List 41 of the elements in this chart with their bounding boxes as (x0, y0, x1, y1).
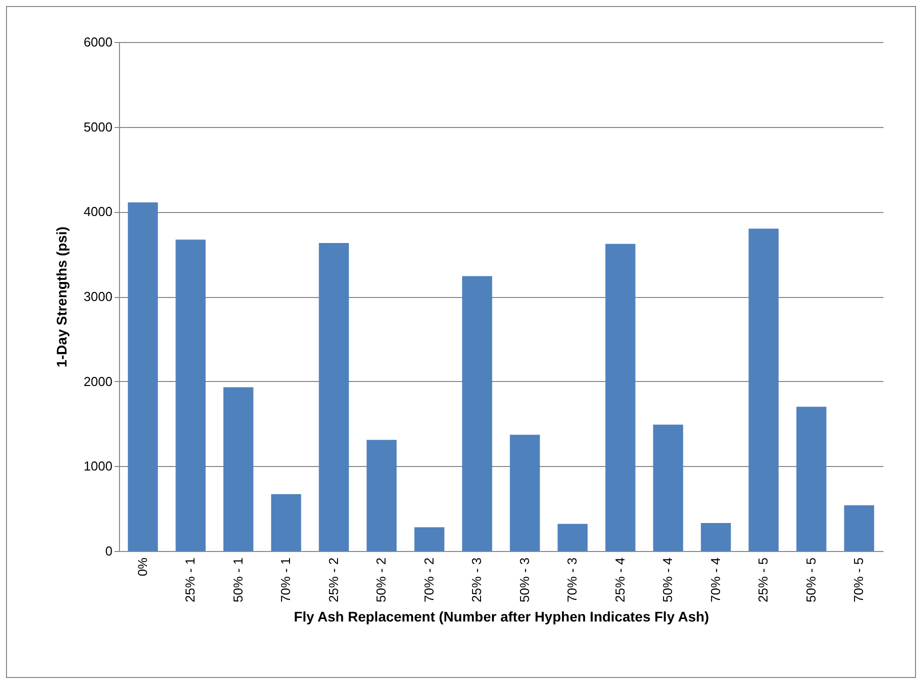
bar (510, 434, 540, 551)
y-tick-label: 3000 (84, 289, 112, 304)
x-tick-label: 0% (134, 557, 150, 576)
bar (462, 276, 492, 551)
x-tick-label: 50% - 2 (374, 558, 389, 602)
x-tick-label: 50% - 4 (660, 558, 676, 602)
bar (796, 406, 826, 551)
bar (414, 527, 444, 551)
x-tick-label: 25% - 4 (612, 558, 628, 602)
x-tick-label: 50% - 5 (803, 558, 818, 602)
bar (700, 523, 731, 551)
y-tick-label: 4000 (84, 204, 112, 220)
y-axis-title: 1-Day Strengths (psi) (54, 226, 70, 368)
bar (318, 243, 349, 551)
x-tick-label: 70% - 5 (851, 558, 866, 602)
y-tick-label: 6000 (84, 34, 112, 50)
x-tick-label: 25% - 2 (326, 558, 341, 602)
bar (128, 202, 158, 551)
bar (558, 524, 588, 551)
x-tick-label: 25% - 1 (182, 558, 198, 602)
bar (844, 505, 874, 551)
y-tick-label: 5000 (84, 119, 112, 134)
x-tick-label: 70% - 4 (708, 558, 723, 602)
bar (223, 387, 254, 551)
x-tick-label: 50% - 1 (230, 558, 246, 602)
bar (271, 494, 302, 551)
x-tick-label: 70% - 2 (421, 558, 436, 602)
x-tick-label: 70% - 3 (564, 558, 580, 602)
bar (653, 424, 684, 551)
x-tick-label: 25% - 3 (469, 558, 484, 602)
x-axis-title: Fly Ash Replacement (Number after Hyphen Indicates Fly Ash) (294, 608, 710, 624)
bar (366, 440, 397, 551)
x-tick-label: 50% - 3 (516, 558, 532, 602)
y-tick-label: 0 (105, 544, 112, 558)
x-tick-label: 25% - 5 (756, 558, 771, 602)
bar (176, 240, 206, 551)
bar (605, 244, 636, 551)
y-tick-label: 1000 (84, 458, 112, 474)
x-tick-label: 70% - 1 (278, 558, 294, 602)
y-tick-label: 2000 (84, 374, 112, 389)
bar (748, 228, 779, 551)
